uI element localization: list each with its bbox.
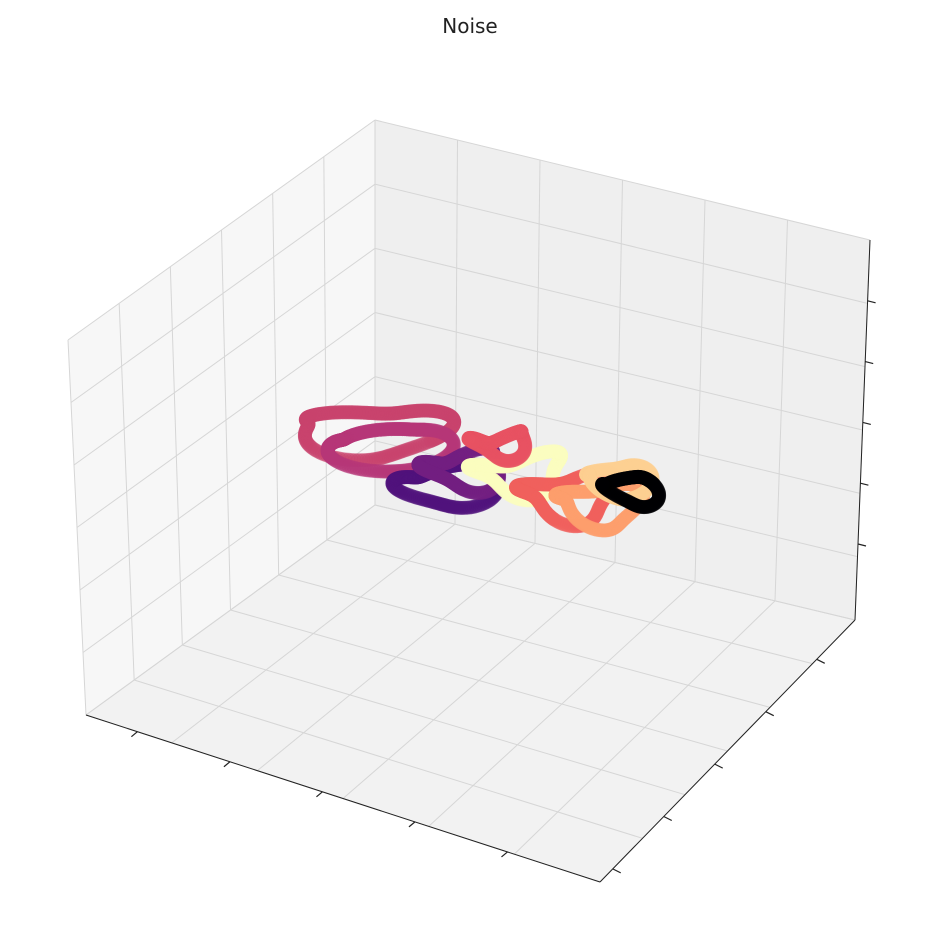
back-wall-grid-line xyxy=(374,119,871,241)
z-tick xyxy=(857,543,867,547)
floor-grid-line xyxy=(326,539,813,665)
x-axis-line xyxy=(85,714,601,883)
data-point xyxy=(595,477,610,492)
z-axis-line xyxy=(854,239,871,621)
data-point xyxy=(299,411,314,426)
axes-edges xyxy=(85,239,871,883)
y-tick xyxy=(765,711,775,717)
z-tick xyxy=(860,482,869,486)
y-tick xyxy=(612,868,622,874)
left-wall-grid-line xyxy=(70,183,376,403)
z-tick xyxy=(865,361,874,365)
data-points xyxy=(297,403,667,538)
z-tick xyxy=(862,421,871,425)
y-tick xyxy=(816,658,826,664)
left-wall-grid-line xyxy=(67,119,376,341)
x-tick xyxy=(223,761,231,768)
data-point xyxy=(546,512,561,526)
axes-ticks xyxy=(131,300,876,874)
data-point xyxy=(465,435,480,450)
x-tick xyxy=(316,791,323,798)
x-tick xyxy=(501,851,508,858)
back-wall-grid-line xyxy=(374,183,868,304)
floor-grid-line xyxy=(374,504,856,621)
data-point xyxy=(461,459,476,474)
data-point xyxy=(455,482,470,496)
z-tick xyxy=(867,300,876,304)
left-wall-pane xyxy=(68,120,375,715)
x-tick xyxy=(131,731,138,738)
y-tick xyxy=(714,763,724,769)
data-point xyxy=(560,497,575,512)
data-point xyxy=(325,451,339,466)
chart-title: Noise xyxy=(442,14,498,38)
x-tick xyxy=(408,821,416,828)
data-point xyxy=(386,473,401,488)
y-axis-line xyxy=(599,619,856,883)
y-tick xyxy=(663,815,673,822)
